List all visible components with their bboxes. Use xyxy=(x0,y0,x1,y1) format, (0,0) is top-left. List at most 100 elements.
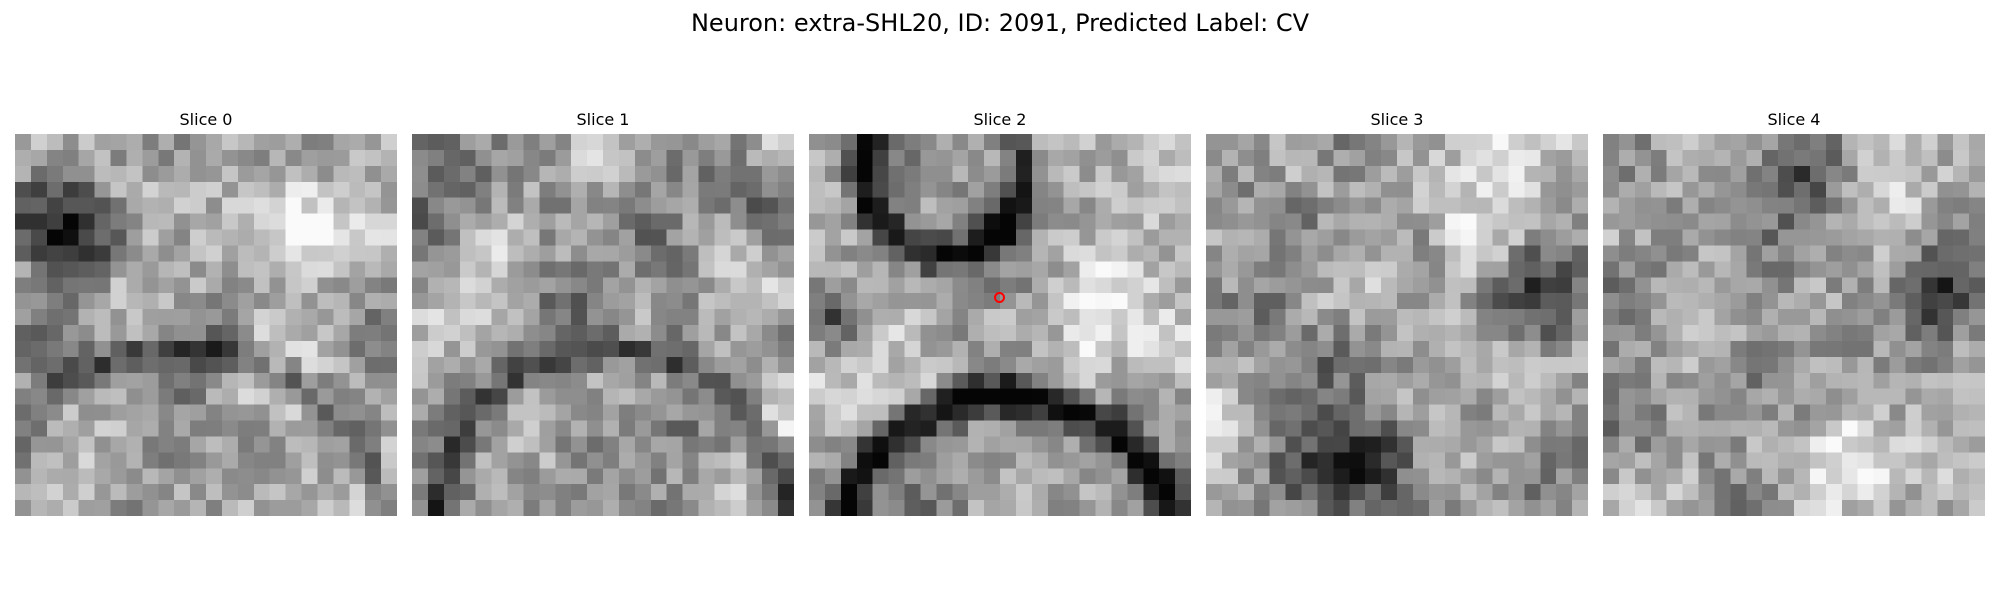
slice-3-pixel xyxy=(1524,165,1541,183)
slice-0-pixel xyxy=(78,134,95,151)
slice-4-pixel xyxy=(1746,309,1763,326)
slice-1-pixel xyxy=(730,500,747,516)
slice-1-pixel xyxy=(698,372,715,389)
slice-1-pixel xyxy=(539,404,556,421)
slice-4-pixel xyxy=(1841,165,1858,183)
slice-2-pixel xyxy=(1063,134,1080,151)
slice-2-pixel xyxy=(920,388,937,405)
slice-3-pixel xyxy=(1269,261,1286,278)
slice-1-pixel xyxy=(539,261,556,278)
slice-4-pixel xyxy=(1969,213,1985,230)
slice-0-pixel xyxy=(174,500,191,516)
slice-1-pixel xyxy=(587,404,604,421)
slice-3-pixel xyxy=(1381,309,1398,326)
slice-2-pixel xyxy=(1175,468,1191,485)
slice-0-pixel xyxy=(237,436,255,453)
slice-0-pixel xyxy=(174,181,191,198)
slice-3-pixel xyxy=(1285,197,1302,214)
slice-4-pixel xyxy=(1603,261,1620,278)
slice-2-pixel xyxy=(1063,229,1080,246)
slice-1-pixel xyxy=(412,309,429,326)
slice-2-pixel xyxy=(968,404,985,421)
slice-1-pixel xyxy=(682,468,699,485)
slice-1-pixel xyxy=(603,484,620,501)
slice-2-pixel xyxy=(1111,165,1128,183)
slice-2-pixel xyxy=(1111,404,1128,421)
slice-0-pixel xyxy=(349,500,366,516)
slice-0-pixel xyxy=(285,213,302,230)
slice-3-pixel xyxy=(1221,309,1239,326)
slice-0-pixel xyxy=(237,229,255,246)
slice-1-pixel xyxy=(555,420,572,437)
slice-0-pixel xyxy=(62,165,79,183)
slice-4-pixel xyxy=(1634,468,1652,485)
slice-2-pixel xyxy=(1143,261,1160,278)
slice-3-pixel xyxy=(1460,404,1477,421)
slice-0-pixel xyxy=(333,277,350,294)
slice-3-pixel xyxy=(1540,309,1557,326)
slice-2-pixel xyxy=(1063,484,1080,501)
slice-2-pixel xyxy=(968,468,985,485)
slice-3-pixel xyxy=(1237,277,1255,294)
slice-2-pixel xyxy=(1031,261,1049,278)
slice-1-pixel xyxy=(571,261,588,278)
slice-0-pixel xyxy=(158,404,175,421)
slice-2-pixel xyxy=(984,245,1001,262)
slice-2-pixel xyxy=(840,149,858,167)
slice-0-pixel xyxy=(158,229,175,246)
slice-4-pixel xyxy=(1698,340,1715,358)
slice-3-pixel xyxy=(1237,325,1255,342)
slice-0-pixel xyxy=(15,245,32,262)
slice-1-pixel xyxy=(555,149,572,167)
slice-1-pixel xyxy=(571,165,588,183)
slice-3-pixel xyxy=(1476,420,1493,437)
slice-0-pixel xyxy=(237,372,255,389)
slice-3-pixel xyxy=(1317,340,1334,358)
slice-3-pixel xyxy=(1412,468,1430,485)
slice-4-pixel xyxy=(1778,245,1795,262)
slice-2-pixel xyxy=(888,134,905,151)
slice-2-pixel xyxy=(872,261,889,278)
slice-4-pixel xyxy=(1618,309,1636,326)
slice-4-pixel xyxy=(1857,149,1874,167)
slice-4-pixel xyxy=(1809,277,1827,294)
slice-3-pixel xyxy=(1237,261,1255,278)
slice-0-pixel xyxy=(317,309,334,326)
slice-3-pixel xyxy=(1412,420,1430,437)
slice-1-pixel xyxy=(475,484,492,501)
slice-0-pixel xyxy=(46,293,64,310)
slice-1-pixel xyxy=(587,309,604,326)
slice-0-pixel xyxy=(253,500,270,516)
slice-4-pixel xyxy=(1905,149,1922,167)
slice-1-pixel xyxy=(650,213,667,230)
slice-3-pixel xyxy=(1412,134,1430,151)
slice-0-pixel xyxy=(142,277,159,294)
slice-0-pixel xyxy=(269,277,286,294)
slice-0-pixel xyxy=(110,261,127,278)
slice-4-pixel xyxy=(1921,181,1938,198)
slice-4-pixel xyxy=(1762,340,1779,358)
slice-1-pixel xyxy=(491,420,508,437)
slice-4-pixel xyxy=(1921,309,1938,326)
slice-4-pixel xyxy=(1746,325,1763,342)
slice-2-pixel xyxy=(1063,149,1080,167)
slice-0-pixel xyxy=(269,293,286,310)
slice-1-pixel xyxy=(746,134,763,151)
slice-3-pixel xyxy=(1524,356,1541,374)
slice-4-pixel xyxy=(1730,388,1747,405)
slice-0-pixel xyxy=(78,436,95,453)
slice-3-pixel xyxy=(1492,356,1509,374)
slice-2-pixel xyxy=(984,420,1001,437)
slice-4-pixel xyxy=(1698,420,1715,437)
slice-2-pixel xyxy=(904,356,921,374)
slice-0-pixel xyxy=(349,229,366,246)
slice-0-pixel xyxy=(15,484,32,501)
slice-2-pixel xyxy=(809,388,826,405)
slice-4-pixel xyxy=(1618,213,1636,230)
slice-3-pixel xyxy=(1508,149,1525,167)
slice-0-pixel xyxy=(333,309,350,326)
slice-4-pixel xyxy=(1746,356,1763,374)
slice-4-pixel xyxy=(1714,229,1731,246)
slice-1-pixel xyxy=(730,245,747,262)
slice-1-pixel xyxy=(555,181,572,198)
